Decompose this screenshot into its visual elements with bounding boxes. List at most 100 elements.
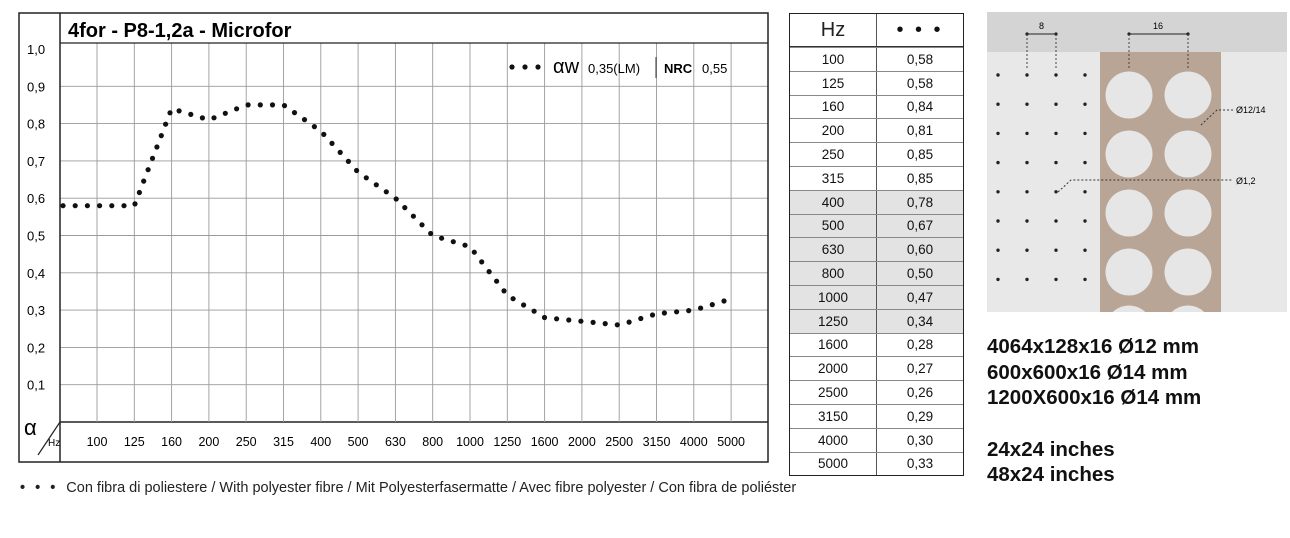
table-cell-value: 0,58 <box>906 75 934 91</box>
table-cell-hz: 400 <box>790 190 877 214</box>
legend-dot <box>535 64 541 70</box>
series-dot <box>97 203 103 209</box>
table-cell-hz: 630 <box>790 238 877 262</box>
table-header: Hz • • • <box>790 14 963 47</box>
micro-hole-label: Ø1,2 <box>1236 176 1256 186</box>
series-dot <box>686 308 692 314</box>
series-dot <box>121 203 127 209</box>
table-row: 160 0,84 <box>790 94 963 119</box>
legend-alpha-w-value: 0,35(LM) <box>588 61 640 76</box>
large-hole <box>1164 71 1212 119</box>
x-tick-label: 400 <box>310 435 331 449</box>
table-cell-hz: 500 <box>790 214 877 238</box>
x-tick-label: 5000 <box>717 435 745 449</box>
micro-hole <box>1083 131 1087 136</box>
table-cell-value: 0,30 <box>906 432 934 448</box>
table-cell-value: 0,58 <box>906 51 934 67</box>
series-dot <box>188 111 194 117</box>
series-dot <box>291 110 298 116</box>
table-row: 800 0,50 <box>790 261 963 285</box>
table-cell-hz: 2500 <box>790 381 877 404</box>
series-dot <box>393 196 399 202</box>
x-tick-label: 2500 <box>605 435 633 449</box>
legend-nrc-label: NRC <box>664 61 693 76</box>
large-hole <box>1164 248 1212 296</box>
table-cell-hz: 2000 <box>790 357 877 381</box>
micro-hole <box>1083 277 1087 282</box>
y-tick-label: 0,3 <box>27 303 45 318</box>
series-dots <box>60 102 727 328</box>
series-dot <box>269 102 276 108</box>
chart-title: 4for - P8-1,2a - Microfor <box>68 20 292 42</box>
micro-hole <box>1054 160 1058 165</box>
table-cell-hz: 100 <box>790 48 877 71</box>
table-body: 100 0,58 125 0,58 160 0,84 200 0,81 250 0,85 315 0,… <box>790 47 963 476</box>
table-row: 3150 0,29 <box>790 403 963 428</box>
series-dot <box>698 305 704 311</box>
micro-hole <box>1054 102 1058 106</box>
x-tick-labels: 100 125 160 200 250 315 400 500 630 800 1000 1250 16… <box>87 435 745 449</box>
chart-legend: αw 0,35(LM) NRC 0,55 <box>509 56 727 78</box>
micro-hole <box>1025 73 1029 77</box>
y-tick-label: 0,9 <box>27 79 45 94</box>
table-cell-hz: 125 <box>790 71 877 95</box>
table-header-series: • • • <box>896 19 944 41</box>
table-cell-value: 0,34 <box>906 313 934 329</box>
x-tick-label: 100 <box>87 435 108 449</box>
table-row: 100 0,58 <box>790 47 963 71</box>
x-tick-label: 630 <box>385 435 406 449</box>
table-cell-hz: 200 <box>790 119 877 143</box>
series-dot <box>510 296 516 302</box>
x-tick-label: 200 <box>198 435 219 449</box>
dimensions-block: 4064x128x16 Ø12 mm 600x600x16 Ø14 mm 120… <box>987 334 1201 488</box>
series-dot <box>661 310 668 316</box>
large-hole <box>1164 130 1212 178</box>
table-row: 250 0,85 <box>790 142 963 166</box>
micro-hole <box>996 248 1000 252</box>
series-dot <box>410 213 416 219</box>
series-dot <box>439 235 445 241</box>
series-dot <box>709 302 715 308</box>
micro-hole <box>1083 160 1087 165</box>
micro-hole <box>996 219 1000 223</box>
series-dot <box>566 317 572 323</box>
x-tick-label: 3150 <box>643 435 671 449</box>
x-tick-label: 800 <box>422 435 443 449</box>
table-cell-hz: 800 <box>790 262 877 285</box>
series-dot <box>354 167 360 174</box>
x-tick-label: 1250 <box>493 435 521 449</box>
y-tick-label: 1,0 <box>27 42 45 57</box>
table-cell-hz: 1250 <box>790 309 877 333</box>
series-dot <box>132 201 138 207</box>
series-dot <box>136 189 142 196</box>
series-dot <box>554 316 560 322</box>
series-dot <box>373 182 379 188</box>
table-row: 400 0,78 <box>790 189 963 214</box>
table-row: 1000 0,47 <box>790 284 963 309</box>
micro-hole <box>1054 73 1058 77</box>
footer-text: Con fibra di poliestere / With polyester… <box>66 480 797 496</box>
y-tick-label: 0,2 <box>27 340 45 355</box>
table-row: 2000 0,27 <box>790 356 963 381</box>
table-cell-hz: 5000 <box>790 452 877 476</box>
y-tick-label: 0,7 <box>27 154 45 169</box>
x-tick-label: 1600 <box>531 435 559 449</box>
micro-hole <box>1025 277 1029 282</box>
series-dot <box>60 203 66 209</box>
series-dot <box>462 242 468 248</box>
large-hole <box>1164 189 1212 237</box>
series-dot <box>109 203 115 209</box>
x-tick-label: 500 <box>348 435 369 449</box>
series-dot <box>234 106 240 112</box>
table-cell-value: 0,81 <box>906 123 934 139</box>
series-dot <box>163 121 169 127</box>
table-row: 4000 0,30 <box>790 427 963 452</box>
diagram-top-band <box>987 12 1287 52</box>
legend-dot <box>522 64 528 70</box>
table-row: 125 0,58 <box>790 70 963 95</box>
large-hole <box>1105 248 1153 296</box>
legend-alpha-w-symbol: αw <box>553 56 580 78</box>
legend-nrc-value: 0,55 <box>702 61 727 76</box>
series-dot <box>167 110 173 116</box>
chart-grid <box>37 43 768 456</box>
